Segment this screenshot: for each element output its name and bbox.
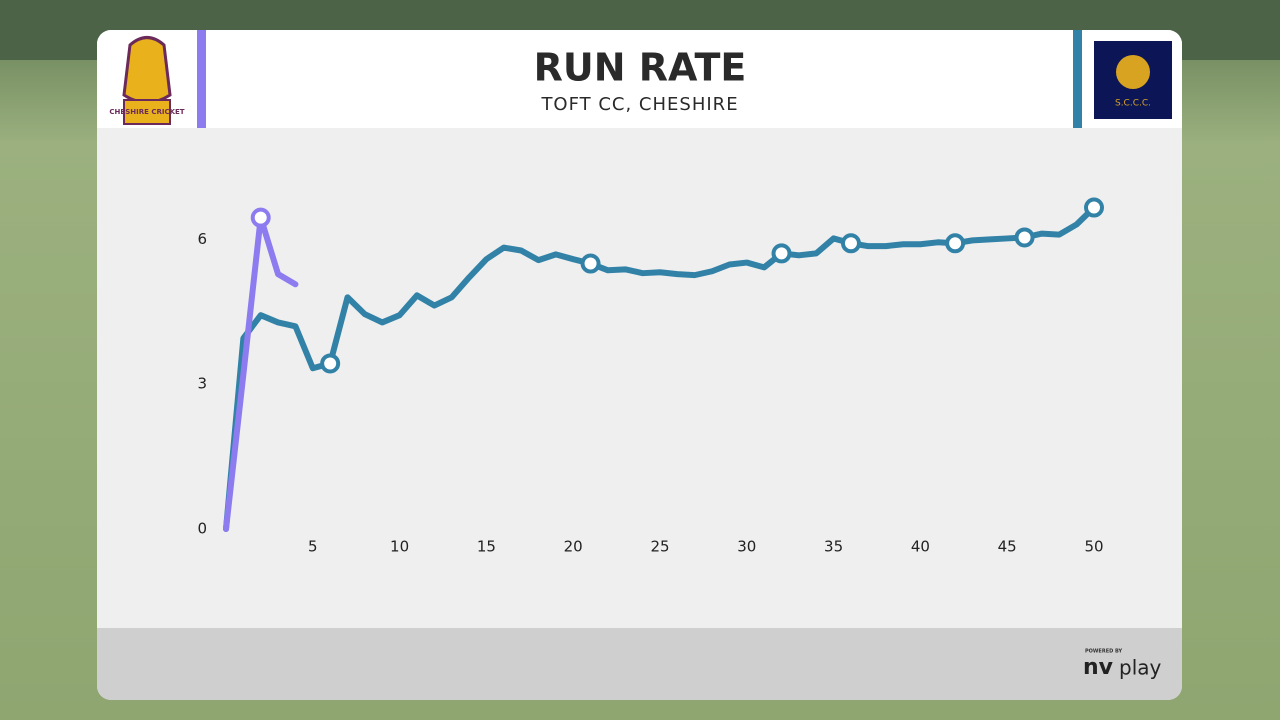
right-logo: S.C.C.C. — [1094, 41, 1172, 119]
x-tick-label: 25 — [650, 538, 669, 556]
y-tick-label: 0 — [197, 520, 207, 538]
x-tick-label: 10 — [390, 538, 409, 556]
x-tick-label: 40 — [911, 538, 930, 556]
footer — [97, 628, 1182, 700]
left-logo: CHESHIRE CRICKET — [109, 36, 185, 125]
wicket-marker — [320, 353, 341, 374]
y-tick-label: 6 — [197, 230, 207, 248]
x-tick-label: 35 — [824, 538, 843, 556]
wicket-marker — [1014, 227, 1035, 248]
title: RUN RATE — [534, 46, 747, 90]
left-logo-text: CHESHIRE CRICKET — [109, 108, 184, 116]
panel — [97, 30, 1182, 700]
brand-play: play — [1119, 656, 1162, 680]
right-logo-text: S.C.C.C. — [1115, 99, 1151, 109]
powered-by: POWERED BY — [1085, 649, 1123, 655]
x-tick-label: 20 — [564, 538, 583, 556]
subtitle: TOFT CC, CHESHIRE — [540, 94, 738, 115]
header — [97, 30, 1182, 128]
y-tick-label: 3 — [197, 375, 207, 393]
x-tick-label: 45 — [998, 538, 1017, 556]
wicket-marker — [945, 233, 966, 254]
left-team-bar — [197, 30, 206, 128]
x-tick-label: 15 — [477, 538, 496, 556]
right-team-bar — [1073, 30, 1082, 128]
brand-nv: nv — [1083, 655, 1114, 680]
x-tick-label: 5 — [308, 538, 318, 556]
x-tick-label: 30 — [737, 538, 756, 556]
wicket-marker — [840, 233, 861, 254]
wicket-marker — [771, 243, 792, 264]
x-tick-label: 50 — [1084, 538, 1103, 556]
wicket-marker — [250, 207, 271, 228]
wicket-marker — [1084, 197, 1104, 218]
wicket-marker — [580, 253, 601, 274]
